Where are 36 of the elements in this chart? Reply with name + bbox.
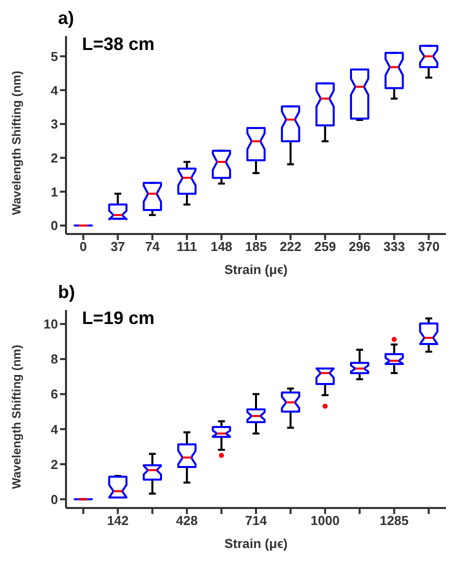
- annotation: L=19 cm: [82, 308, 155, 329]
- y-tick-label: 2: [50, 150, 58, 166]
- x-tick-label: 185: [245, 239, 267, 254]
- y-tick-label: 2: [50, 456, 58, 472]
- x-tick-label: 333: [383, 239, 406, 254]
- x-tick-label: 37: [110, 239, 126, 254]
- y-tick-label: 5: [50, 48, 58, 64]
- x-tick-label: 148: [210, 239, 232, 254]
- x-tick-label: 1285: [380, 513, 409, 528]
- y-tick-label: 0: [50, 218, 58, 234]
- y-tick-label: 10: [44, 316, 58, 332]
- y-tick-label: 4: [50, 422, 59, 437]
- chart-title: b): [58, 282, 76, 302]
- y-tick-label: 6: [50, 386, 58, 402]
- x-tick-label: 370: [418, 239, 440, 254]
- x-tick-label: 74: [145, 239, 160, 254]
- x-tick-label: 111: [176, 239, 198, 254]
- x-tick-label: 0: [80, 239, 87, 254]
- annotation: L=38 cm: [82, 34, 155, 55]
- x-axis-title: Strain (μϵ): [224, 262, 288, 277]
- chart-title: a): [58, 8, 76, 28]
- y-tick-label: 8: [50, 352, 58, 367]
- x-axis-title: Strain (μϵ): [224, 536, 288, 551]
- y-axis-title: Wavelength Shifting (nm): [9, 344, 24, 489]
- y-tick-label: 0: [50, 492, 58, 507]
- x-tick-label: 428: [176, 513, 198, 528]
- x-tick-label: 142: [106, 513, 129, 528]
- y-tick-label: 4: [50, 82, 59, 98]
- y-tick-label: 1: [50, 184, 58, 200]
- y-axis-title: Wavelength Shifting (nm): [9, 70, 24, 215]
- x-tick-label: 259: [314, 239, 336, 254]
- x-tick-label: 714: [245, 513, 268, 528]
- x-tick-label: 296: [348, 239, 370, 254]
- x-tick-label: 1000: [310, 513, 340, 528]
- x-tick-label: 222: [280, 239, 302, 254]
- y-tick-label: 3: [50, 116, 58, 132]
